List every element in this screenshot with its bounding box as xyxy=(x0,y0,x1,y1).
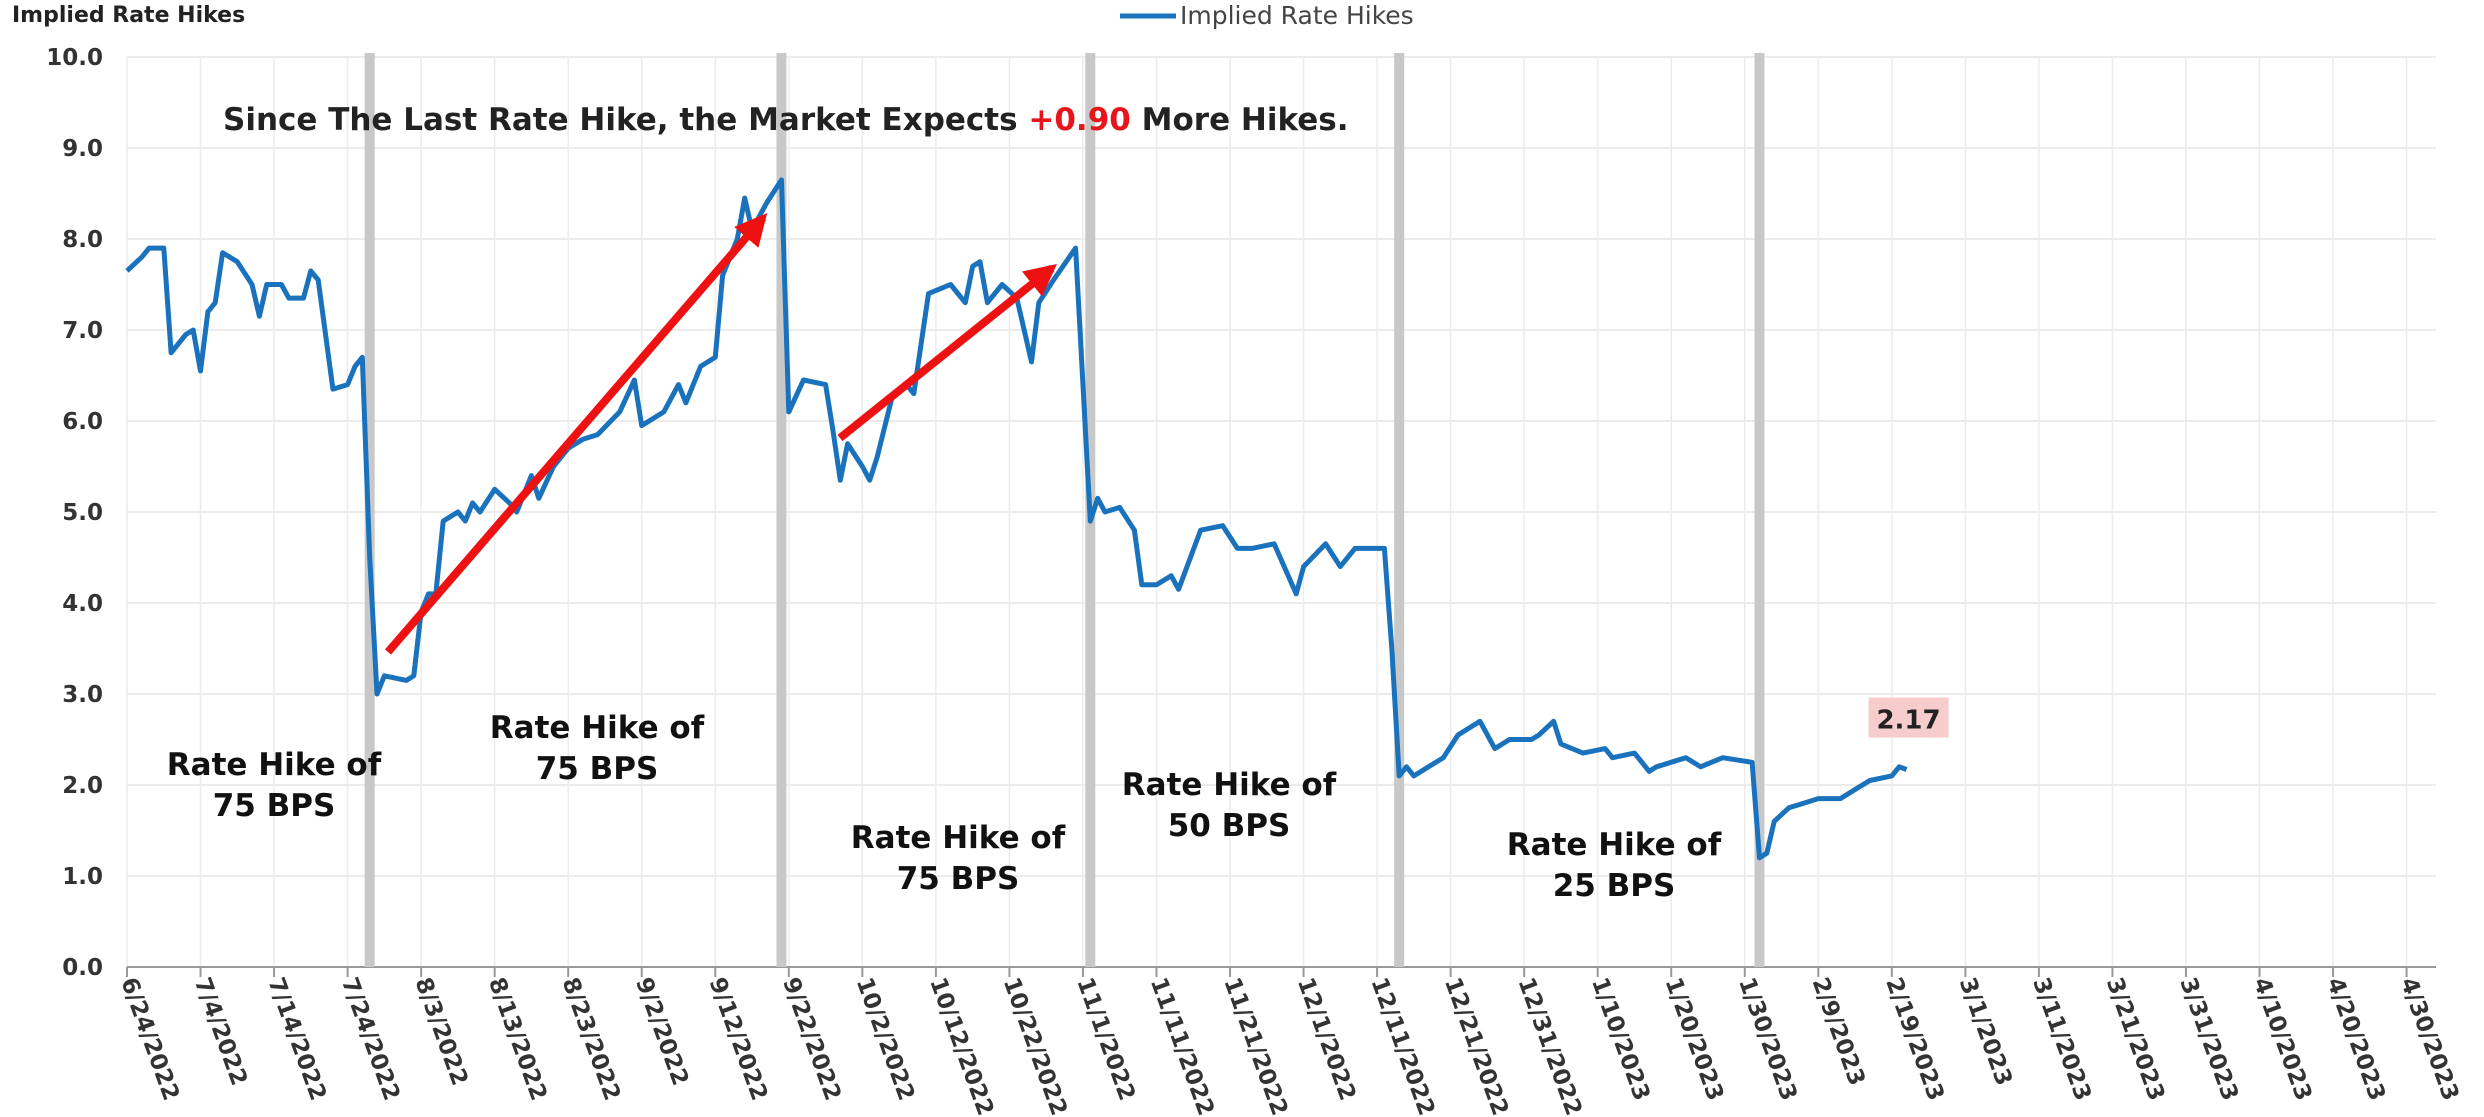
x-tick-label: 11/21/2022 xyxy=(1218,974,1292,1117)
series-line xyxy=(125,177,1908,861)
x-tick-label: 3/1/2023 xyxy=(1954,974,2017,1089)
trend-arrow xyxy=(837,263,1057,442)
region-label: 25 BPS xyxy=(1553,868,1676,904)
region-label: 50 BPS xyxy=(1168,808,1291,844)
region-label: Rate Hike of xyxy=(167,747,382,783)
x-tick-label: 10/22/2022 xyxy=(998,974,1072,1117)
x-tick-label: 12/21/2022 xyxy=(1439,974,1513,1117)
x-tick-label: 8/3/2022 xyxy=(410,974,473,1089)
x-tick-label: 1/30/2023 xyxy=(1733,974,1801,1104)
x-tick-label: 2/9/2023 xyxy=(1807,974,1870,1089)
x-tick-label: 6/24/2022 xyxy=(115,974,183,1104)
value-label: 2.17 xyxy=(1876,706,1940,736)
value-label-bg xyxy=(1868,697,1949,738)
x-tick-label: 1/20/2023 xyxy=(1660,974,1728,1104)
x-tick-label: 11/1/2022 xyxy=(1071,974,1139,1104)
x-tick-label: 4/30/2023 xyxy=(2395,974,2463,1104)
region-label: Rate Hike of xyxy=(1122,767,1337,803)
x-tick-label: 12/1/2022 xyxy=(1292,974,1360,1104)
headline-highlight: +0.90 xyxy=(1028,102,1130,138)
y-tick-label: 0.0 xyxy=(62,955,103,981)
y-tick-label: 3.0 xyxy=(62,682,103,708)
x-tick-label: 3/21/2023 xyxy=(2101,974,2169,1104)
region-label: Rate Hike of xyxy=(1507,827,1722,863)
y-tick-label: 2.0 xyxy=(62,773,103,799)
x-tick-label: 7/4/2022 xyxy=(189,974,252,1089)
x-tick-label: 10/2/2022 xyxy=(851,974,919,1104)
x-tick-label: 11/11/2022 xyxy=(1145,974,1219,1117)
x-tick-label: 9/12/2022 xyxy=(704,974,772,1104)
region-label: 75 BPS xyxy=(213,788,336,824)
x-tick-label: 8/13/2022 xyxy=(483,974,551,1104)
region-label: Rate Hike of xyxy=(490,710,705,746)
y-tick-label: 5.0 xyxy=(62,500,103,526)
trend-arrow xyxy=(384,213,768,655)
region-label: 75 BPS xyxy=(897,861,1020,897)
x-tick-label: 9/2/2022 xyxy=(630,974,693,1089)
headline-text: More Hikes. xyxy=(1131,102,1349,138)
headline-text: Since The Last Rate Hike, the Market Exp… xyxy=(223,102,1028,138)
chart-title: Implied Rate Hikes xyxy=(12,3,245,28)
x-tick-label: 1/10/2023 xyxy=(1586,974,1654,1104)
y-tick-label: 8.0 xyxy=(62,227,103,253)
x-tick-label: 4/10/2023 xyxy=(2248,974,2316,1104)
x-tick-label: 2/19/2023 xyxy=(1880,974,1948,1104)
region-label: 75 BPS xyxy=(536,751,659,787)
x-tick-label: 12/11/2022 xyxy=(1365,974,1439,1117)
x-tick-label: 7/14/2022 xyxy=(262,974,330,1104)
x-tick-label: 9/22/2022 xyxy=(777,974,845,1104)
y-tick-label: 6.0 xyxy=(62,409,103,435)
y-tick-label: 7.0 xyxy=(62,318,103,344)
x-tick-label: 12/31/2022 xyxy=(1513,974,1587,1117)
x-tick-label: 10/12/2022 xyxy=(924,974,998,1117)
x-tick-label: 3/11/2023 xyxy=(2027,974,2095,1104)
y-tick-label: 4.0 xyxy=(62,591,103,617)
x-tick-label: 7/24/2022 xyxy=(336,974,404,1104)
region-label: Rate Hike of xyxy=(851,820,1066,856)
x-tick-label: 3/31/2023 xyxy=(2174,974,2242,1104)
y-tick-label: 9.0 xyxy=(62,136,103,162)
legend-label: Implied Rate Hikes xyxy=(1180,1,1414,30)
y-tick-label: 1.0 xyxy=(62,864,103,890)
headline: Since The Last Rate Hike, the Market Exp… xyxy=(223,102,1349,138)
y-tick-label: 10.0 xyxy=(46,45,103,71)
x-tick-label: 4/20/2023 xyxy=(2321,974,2389,1104)
x-tick-label: 8/23/2022 xyxy=(557,974,625,1104)
